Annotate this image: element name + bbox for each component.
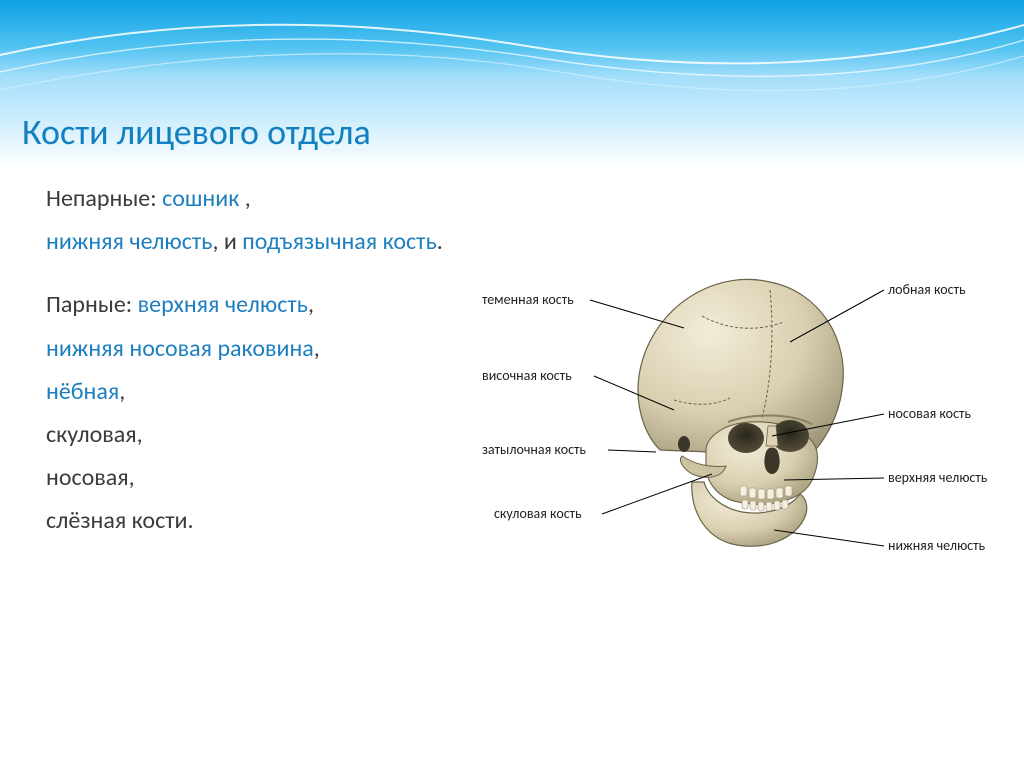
label-temporal: височная кость bbox=[482, 367, 572, 384]
unpaired-mandible: нижняя челюсть bbox=[46, 227, 212, 256]
slide-title: Кости лицевого отдела bbox=[22, 110, 371, 154]
body-text: Непарные: сошник , нижняя челюсть, и под… bbox=[46, 180, 476, 546]
skull-svg: теменная кость височная кость затылочная к… bbox=[470, 230, 1010, 650]
label-maxilla: верхняя челюсть bbox=[888, 469, 988, 486]
paired-line-3: нёбная, bbox=[46, 373, 476, 410]
unpaired-hyoid: подъязычная кость bbox=[242, 227, 436, 256]
paired-line-2: нижняя носовая раковина, bbox=[46, 330, 476, 367]
paired-palatine: нёбная bbox=[46, 377, 119, 406]
paired-line-6: слёзная кости. bbox=[46, 502, 476, 539]
decorative-swoosh bbox=[0, 0, 1024, 120]
unpaired-label: Непарные: bbox=[46, 184, 162, 213]
label-zygomatic: скуловая кость bbox=[494, 505, 582, 522]
sep: , bbox=[314, 334, 320, 363]
end: . bbox=[437, 227, 443, 256]
sep: , bbox=[245, 184, 251, 213]
label-parietal: теменная кость bbox=[482, 291, 574, 308]
skull-diagram: теменная кость височная кость затылочная к… bbox=[470, 230, 1010, 650]
paired-line-4: скуловая, bbox=[46, 416, 476, 453]
unpaired-line-1: Непарные: сошник , bbox=[46, 180, 476, 217]
skull-shape bbox=[638, 279, 843, 546]
paired-line-1: Парные: верхняя челюсть, bbox=[46, 286, 476, 323]
mid: , и bbox=[212, 227, 242, 256]
slide: Кости лицевого отдела Непарные: сошник ,… bbox=[0, 0, 1024, 768]
sep: , bbox=[308, 290, 314, 319]
label-mandible: нижняя челюсть bbox=[888, 537, 986, 554]
unpaired-line-2: нижняя челюсть, и подъязычная кость. bbox=[46, 223, 476, 260]
paired-concha: нижняя носовая раковина bbox=[46, 334, 314, 363]
paired-maxilla: верхняя челюсть bbox=[138, 290, 308, 319]
paired-line-5: носовая, bbox=[46, 459, 476, 496]
label-nasal: носовая кость bbox=[888, 405, 971, 422]
sep: , bbox=[119, 377, 125, 406]
unpaired-vomer: сошник bbox=[162, 184, 245, 213]
label-frontal: лобная кость bbox=[888, 281, 966, 298]
label-occipital: затылочная кость bbox=[482, 441, 586, 458]
paired-label: Парные: bbox=[46, 290, 138, 319]
